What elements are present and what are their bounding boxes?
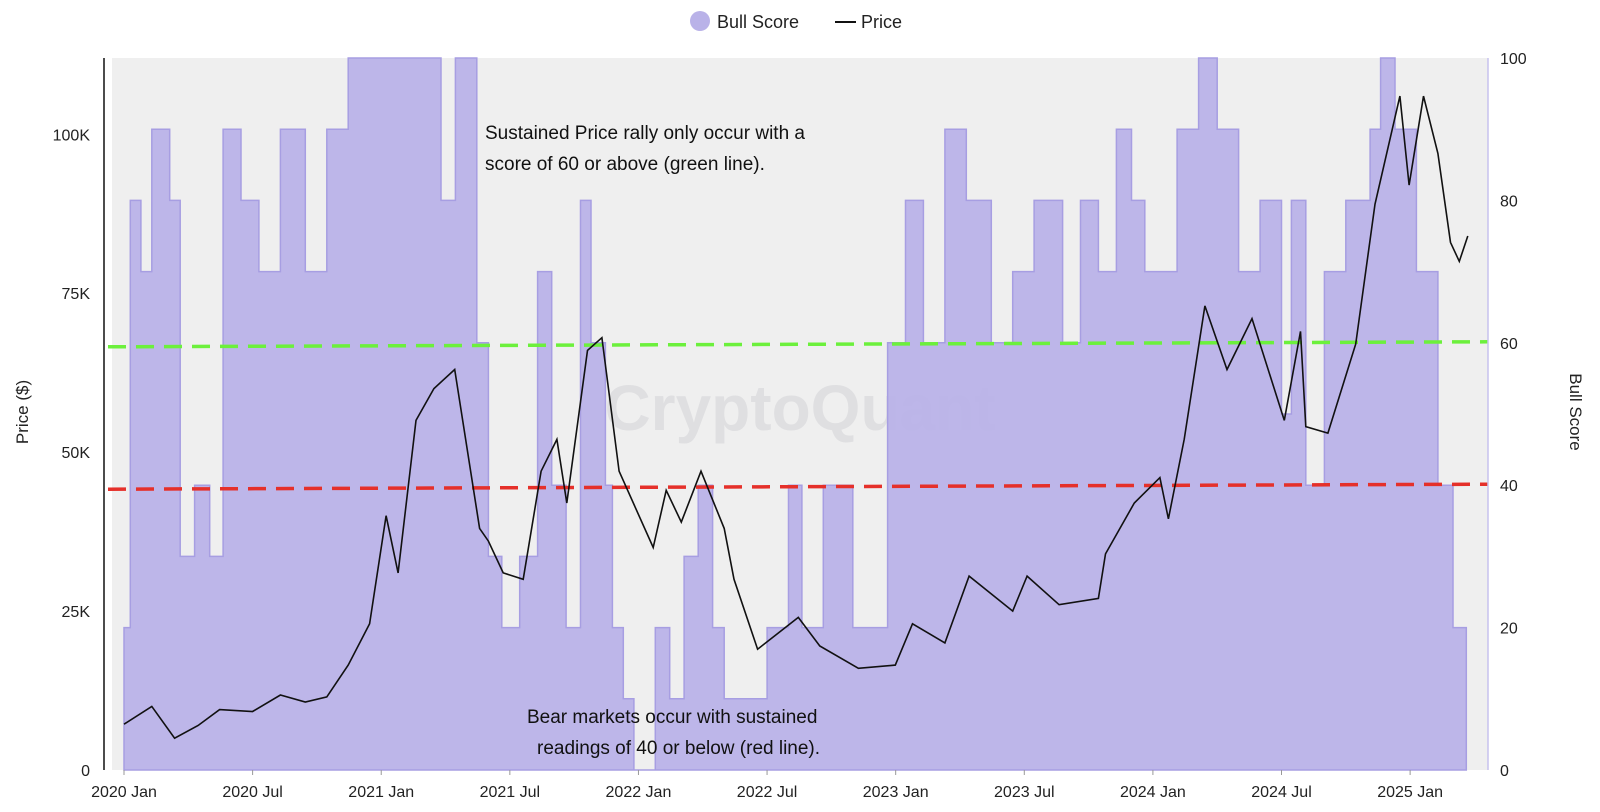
annotation-bottom-line-2: readings of 40 or below (red line). [537, 738, 820, 759]
x-tick-label: 2024 Jan [1120, 784, 1186, 801]
y-left-tick-label: 75K [62, 286, 91, 303]
x-tick-label: 2024 Jul [1251, 784, 1312, 801]
y-left-tick-label: 0 [81, 763, 90, 780]
x-tick-label: 2022 Jan [606, 784, 672, 801]
y-left-tick-label: 100K [53, 127, 91, 144]
annotation-top-line-1: Sustained Price rally only occur with a [485, 123, 805, 144]
x-tick-label: 2020 Jan [91, 784, 157, 801]
right-axis-ticks: 0 20 40 60 80 100 [1500, 51, 1527, 780]
green-threshold-line [107, 340, 1489, 349]
left-axis-ticks: 0 25K 50K 75K 100K [53, 127, 91, 780]
x-tick-label: 2021 Jan [348, 784, 414, 801]
y-right-tick-label: 100 [1500, 51, 1527, 68]
y-right-tick-label: 0 [1500, 763, 1509, 780]
x-tick-label: 2022 Jul [737, 784, 798, 801]
legend[interactable]: Bull Score Price [690, 11, 902, 32]
x-axis-ticks: 2020 Jan 2020 Jul 2021 Jan 2021 Jul 2022 Jan… [91, 770, 1443, 801]
x-tick-label: 2023 Jul [994, 784, 1055, 801]
annotation-bottom-line-1: Bear markets occur with sustained [527, 707, 817, 728]
y-right-tick-label: 20 [1500, 621, 1518, 638]
y-right-axis-title: Bull Score [1566, 373, 1585, 450]
x-tick-label: 2021 Jul [480, 784, 541, 801]
y-right-tick-label: 60 [1500, 336, 1518, 353]
price-line [123, 95, 1469, 740]
legend-bull-score-label[interactable]: Bull Score [717, 12, 799, 32]
y-left-axis-title: Price ($) [13, 380, 32, 444]
y-left-tick-label: 25K [62, 604, 91, 621]
x-tick-label: 2020 Jul [222, 784, 283, 801]
red-threshold-line [107, 482, 1489, 491]
y-right-tick-label: 40 [1500, 478, 1518, 495]
bull-score-area [123, 57, 1468, 771]
y-right-tick-label: 80 [1500, 193, 1518, 210]
y-left-tick-label: 50K [62, 445, 91, 462]
x-tick-label: 2023 Jan [863, 784, 929, 801]
x-tick-label: 2025 Jan [1377, 784, 1443, 801]
annotation-top-line-2: score of 60 or above (green line). [485, 154, 765, 175]
legend-price-label[interactable]: Price [861, 12, 902, 32]
legend-bull-score-swatch [690, 11, 710, 31]
